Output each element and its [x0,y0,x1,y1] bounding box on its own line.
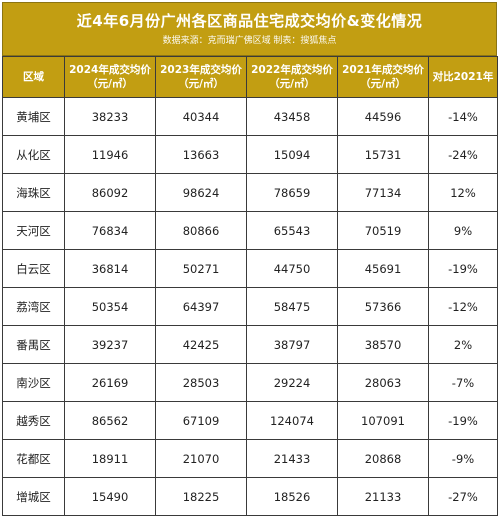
table-row: 增城区 15490 18225 18526 21133 -27% [2,477,498,516]
price-2024-cell: 26169 [64,363,156,402]
price-2022-cell: 38797 [246,325,338,364]
price-2022-cell: 124074 [246,401,338,440]
price-2021-cell: 21133 [337,477,429,516]
table-row: 荔湾区 50354 64397 58475 57366 -12% [2,287,498,326]
table-row: 白云区 36814 50271 44750 45691 -19% [2,249,498,288]
price-2021-cell: 44596 [337,97,429,136]
price-2023-cell: 13663 [155,135,247,174]
price-2024-cell: 15490 [64,477,156,516]
region-cell: 增城区 [2,477,65,516]
price-2023-cell: 80866 [155,211,247,250]
region-cell: 花都区 [2,439,65,478]
column-header-2022: 2022年成交均价 （元/㎡） [246,56,338,98]
region-cell: 海珠区 [2,173,65,212]
price-2023-cell: 42425 [155,325,247,364]
change-vs-2021-cell: -9% [428,439,498,478]
change-vs-2021-cell: -19% [428,401,498,440]
column-header-2023: 2023年成交均价 （元/㎡） [155,56,247,98]
price-table: 区域 2024年成交均价 （元/㎡） 2023年成交均价 （元/㎡） 2022年成交… [2,56,498,516]
table-row: 越秀区 86562 67109 124074 107091 -19% [2,401,498,440]
price-2021-cell: 15731 [337,135,429,174]
price-2021-cell: 107091 [337,401,429,440]
price-2024-cell: 11946 [64,135,156,174]
price-2022-cell: 43458 [246,97,338,136]
price-2023-cell: 40344 [155,97,247,136]
change-vs-2021-cell: -24% [428,135,498,174]
table-body: 黄埔区 38233 40344 43458 44596 -14% 从化区 11946 13663… [2,97,498,516]
table-row: 南沙区 26169 28503 29224 28063 -7% [2,363,498,402]
change-vs-2021-cell: 2% [428,325,498,364]
price-2023-cell: 64397 [155,287,247,326]
price-2023-cell: 67109 [155,401,247,440]
price-2023-cell: 18225 [155,477,247,516]
title-band: 近4年6月份广州各区商品住宅成交均价&变化情况 数据来源：克而瑞广佛区域 制表：… [2,2,497,56]
price-2021-cell: 38570 [337,325,429,364]
column-header-compare-2021: 对比2021年 [428,56,498,98]
price-2022-cell: 58475 [246,287,338,326]
price-2022-cell: 65543 [246,211,338,250]
price-2024-cell: 76834 [64,211,156,250]
price-2024-cell: 39237 [64,325,156,364]
table-row: 海珠区 86092 98624 78659 77134 12% [2,173,498,212]
data-source-note: 数据来源：克而瑞广佛区域 制表：搜狐焦点 [162,36,337,46]
header-row: 区域 2024年成交均价 （元/㎡） 2023年成交均价 （元/㎡） 2022年成交… [2,56,498,98]
change-vs-2021-cell: -27% [428,477,498,516]
price-2022-cell: 15094 [246,135,338,174]
change-vs-2021-cell: -7% [428,363,498,402]
price-2021-cell: 70519 [337,211,429,250]
table-row: 天河区 76834 80866 65543 70519 9% [2,211,498,250]
region-cell: 从化区 [2,135,65,174]
column-header-region: 区域 [2,56,65,98]
price-2022-cell: 29224 [246,363,338,402]
region-cell: 南沙区 [2,363,65,402]
table-row: 从化区 11946 13663 15094 15731 -24% [2,135,498,174]
table-row: 番禺区 39237 42425 38797 38570 2% [2,325,498,364]
table-row: 花都区 18911 21070 21433 20868 -9% [2,439,498,478]
price-2023-cell: 28503 [155,363,247,402]
price-2021-cell: 20868 [337,439,429,478]
region-cell: 荔湾区 [2,287,65,326]
price-2024-cell: 50354 [64,287,156,326]
change-vs-2021-cell: 9% [428,211,498,250]
price-2022-cell: 44750 [246,249,338,288]
price-2024-cell: 86562 [64,401,156,440]
region-cell: 越秀区 [2,401,65,440]
price-2024-cell: 86092 [64,173,156,212]
column-header-2024: 2024年成交均价 （元/㎡） [64,56,156,98]
price-2023-cell: 21070 [155,439,247,478]
price-2022-cell: 18526 [246,477,338,516]
change-vs-2021-cell: -14% [428,97,498,136]
price-2022-cell: 78659 [246,173,338,212]
region-cell: 番禺区 [2,325,65,364]
change-vs-2021-cell: -12% [428,287,498,326]
price-2021-cell: 57366 [337,287,429,326]
price-2024-cell: 38233 [64,97,156,136]
price-2022-cell: 21433 [246,439,338,478]
price-2024-cell: 36814 [64,249,156,288]
region-cell: 白云区 [2,249,65,288]
region-cell: 黄埔区 [2,97,65,136]
table-row: 黄埔区 38233 40344 43458 44596 -14% [2,97,498,136]
price-2023-cell: 50271 [155,249,247,288]
price-2021-cell: 77134 [337,173,429,212]
price-2023-cell: 98624 [155,173,247,212]
table-title: 近4年6月份广州各区商品住宅成交均价&变化情况 [76,12,423,30]
change-vs-2021-cell: -19% [428,249,498,288]
price-2021-cell: 28063 [337,363,429,402]
column-header-2021: 2021年成交均价 （元/㎡） [337,56,429,98]
price-2024-cell: 18911 [64,439,156,478]
region-cell: 天河区 [2,211,65,250]
change-vs-2021-cell: 12% [428,173,498,212]
price-2021-cell: 45691 [337,249,429,288]
